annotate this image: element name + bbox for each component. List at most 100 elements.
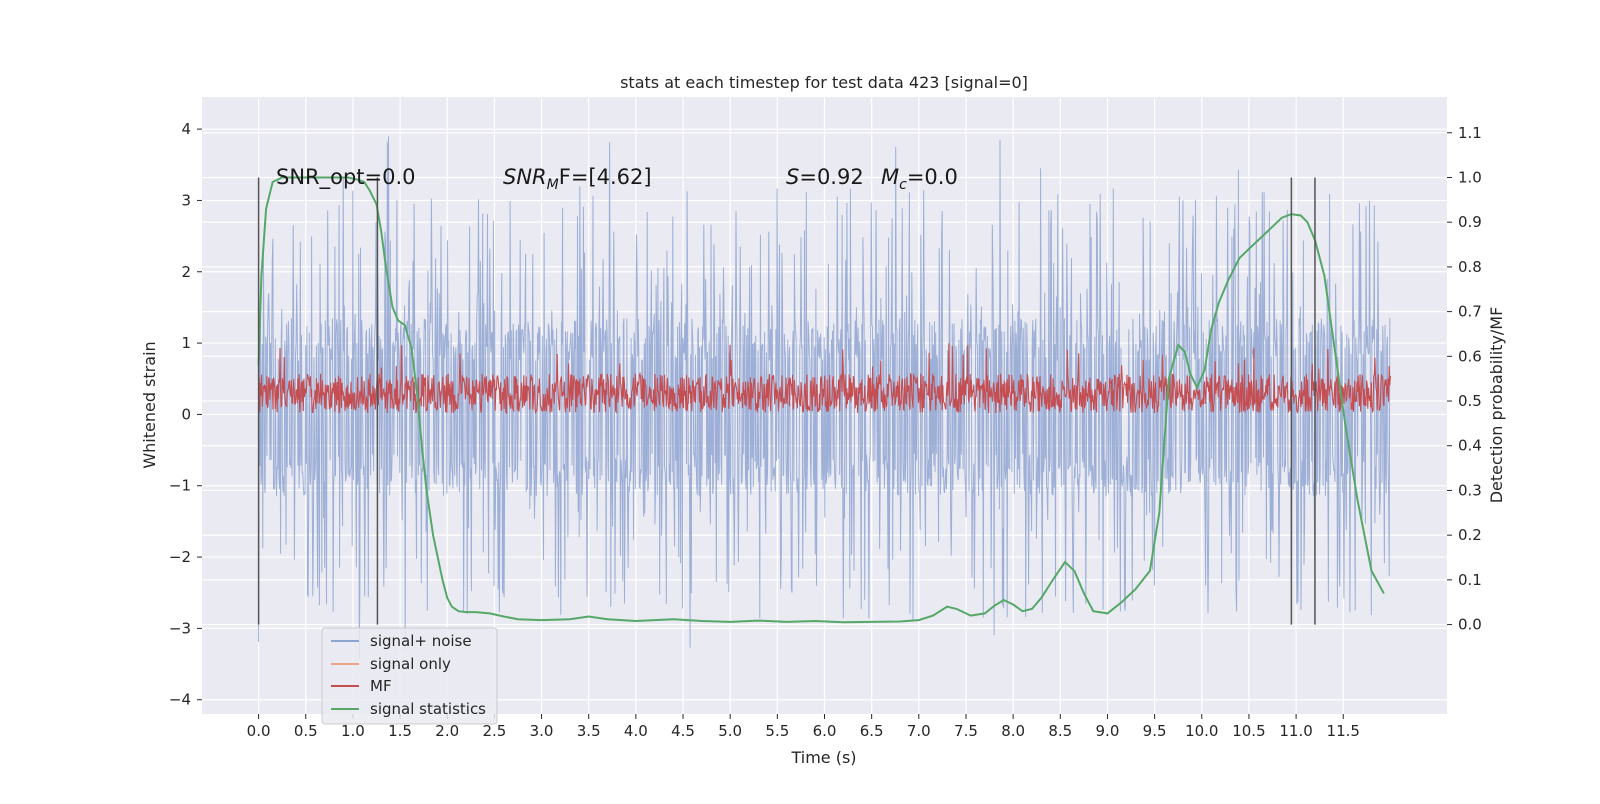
x-tick-label: 9.5 — [1143, 722, 1167, 740]
y2-tick-label: 0.0 — [1458, 616, 1482, 634]
series-signal-statistics-point — [1083, 592, 1085, 594]
series-signal-statistics-point — [956, 608, 957, 610]
y-tick-label: −4 — [169, 691, 191, 709]
series-signal-statistics-point — [1149, 570, 1151, 572]
legend-label-mf: MF — [370, 677, 392, 695]
series-signal-statistics-point — [1121, 601, 1123, 603]
y2-tick-label: 1.0 — [1458, 168, 1482, 186]
series-signal-statistics-point — [363, 181, 365, 183]
x-tick-label: 9.0 — [1096, 722, 1120, 740]
series-signal-statistics-point — [1204, 369, 1206, 371]
mc-subscript: c — [899, 177, 907, 193]
x-tick-label: 8.0 — [1001, 722, 1025, 740]
y2-tick-label: 0.1 — [1458, 571, 1482, 589]
y2-tick-label: 0.2 — [1458, 526, 1482, 544]
series-signal-statistics-point — [569, 618, 571, 620]
x-axis-label: Time (s) — [790, 748, 856, 767]
series-signal-statistics-point — [333, 177, 335, 178]
legend-label-signal-statistics: signal statistics — [370, 700, 486, 718]
data-traces — [257, 136, 1391, 659]
y2-tick-label: 0.6 — [1458, 347, 1482, 365]
series-signal-statistics-point — [295, 177, 297, 178]
series-signal-statistics-point — [347, 177, 349, 178]
series-signal-statistics-point — [1356, 498, 1358, 500]
y-tick-label: 4 — [181, 120, 191, 138]
series-signal-statistics-point — [1022, 610, 1024, 612]
x-tick-label: 1.0 — [341, 722, 365, 740]
series-signal-statistics-point — [1158, 512, 1160, 514]
x-tick-label: 10.5 — [1232, 722, 1265, 740]
series-signal-statistics-point — [1073, 570, 1075, 572]
vertical-markers — [257, 177, 1316, 625]
series-signal-statistics-point — [432, 534, 434, 536]
series-signal-statistics-point — [1052, 579, 1054, 581]
x-tick-label: 0.0 — [247, 722, 271, 740]
y2-tick-label: 0.9 — [1458, 213, 1482, 231]
snr-mf-value: F=[4.62] — [559, 165, 652, 189]
y-tick-label: −1 — [169, 477, 191, 495]
series-signal-statistics-point — [503, 616, 505, 617]
series-signal-statistics-point — [729, 621, 731, 623]
snr-mf-subscript: M — [547, 177, 559, 193]
x-tick-label: 5.5 — [765, 722, 789, 740]
series-signal-statistics-point — [607, 618, 609, 620]
x-tick-label: 7.0 — [907, 722, 931, 740]
s-symbol: S — [786, 165, 799, 189]
series-signal-statistics-point — [1177, 344, 1179, 346]
y2-axis-label: Detection probability/MF — [1487, 307, 1506, 504]
series-signal-statistics-point — [1239, 257, 1240, 259]
series-signal-statistics-point — [410, 346, 412, 348]
series-signal-statistics-point — [421, 445, 423, 447]
series-signal-statistics-point — [1227, 279, 1229, 281]
series-signal-statistics-point — [385, 266, 387, 268]
y2-tick-label: 0.5 — [1458, 392, 1482, 410]
series-signal-statistics-point — [380, 230, 382, 232]
series-signal-statistics-point — [842, 621, 844, 623]
series-signal-statistics-point — [588, 616, 590, 617]
series-mf — [258, 343, 1391, 415]
series-signal-statistics-point — [1300, 215, 1302, 216]
y-axis-ticks: 4 3 2 1 0 −1 −2 −3 −4 — [169, 120, 202, 709]
series-signal-statistics-point — [1267, 230, 1269, 232]
series-signal-statistics-point — [1092, 610, 1094, 612]
y2-tick-label: 0.4 — [1458, 437, 1482, 455]
series-signal-statistics-point — [1306, 221, 1308, 223]
series-signal-noise — [258, 136, 1391, 659]
y2-tick-label: 0.3 — [1458, 481, 1482, 499]
x-tick-label: 6.5 — [860, 722, 884, 740]
series-signal-statistics-point — [1064, 561, 1066, 563]
series-signal-statistics-point — [426, 489, 427, 491]
series-signal-statistics-point — [369, 190, 371, 192]
series-signal-statistics-point — [1012, 604, 1014, 605]
series-signal-statistics-point — [899, 621, 901, 622]
series-signal-statistics-point — [260, 275, 262, 277]
y-tick-label: −3 — [169, 619, 191, 637]
x-tick-label: 0.5 — [294, 722, 318, 740]
series-signal-statistics-point — [1107, 612, 1108, 614]
legend-label-signal-noise: signal+ noise — [370, 632, 472, 650]
series-signal-statistics-point — [446, 597, 448, 599]
series-signal-statistics-point — [357, 179, 359, 181]
x-tick-label: 10.0 — [1185, 722, 1218, 740]
series-signal-statistics-point — [397, 320, 399, 322]
series-signal-statistics-point — [1135, 588, 1137, 590]
x-axis-ticks: 0.0 0.5 1.0 1.5 2.0 2.5 3.0 3.5 4.0 4.5 5.0 5.5 6.0 6… — [247, 714, 1360, 740]
x-tick-label: 2.5 — [482, 722, 506, 740]
series-signal-statistics-point — [404, 324, 406, 326]
series-signal-statistics-point — [442, 579, 443, 581]
legend-label-signal-only: signal only — [370, 655, 451, 673]
annotation-s: S=0.92 — [786, 165, 864, 189]
series-signal-statistics-point — [475, 611, 476, 613]
series-signal-statistics-point — [1323, 275, 1325, 277]
series-signal-statistics-point — [265, 208, 267, 210]
series-signal-statistics-point — [758, 620, 759, 622]
x-tick-label: 3.5 — [577, 722, 601, 740]
series-signal-statistics-point — [993, 605, 995, 607]
series-signal-statistics-point — [984, 612, 986, 614]
x-tick-label: 11.0 — [1279, 722, 1312, 740]
series-signal-statistics-point — [871, 621, 873, 623]
series-signal-statistics-point — [281, 177, 283, 178]
series-signal-statistics-point — [392, 306, 393, 308]
x-tick-label: 3.0 — [530, 722, 554, 740]
